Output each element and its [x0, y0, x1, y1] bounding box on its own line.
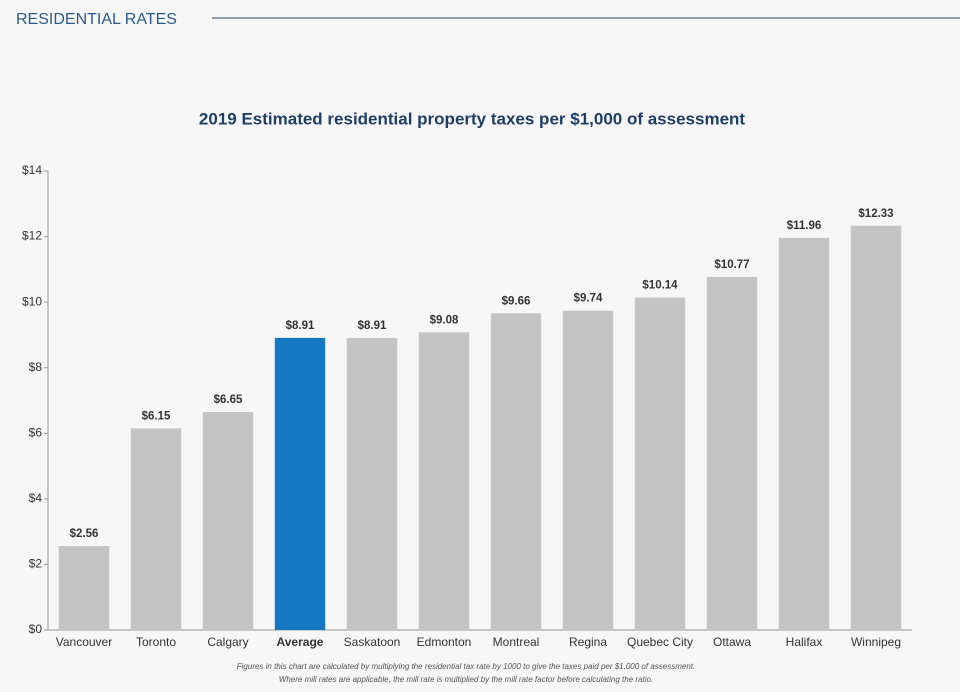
value-label: $8.91: [286, 320, 315, 332]
footnote: Figures in this chart are calculated by …: [237, 662, 695, 671]
value-label: $9.66: [502, 295, 531, 307]
x-tick-label: Winnipeg: [851, 635, 901, 649]
chart-title: 2019 Estimated residential property taxe…: [199, 109, 745, 128]
value-label: $8.91: [358, 320, 387, 332]
value-label: $10.14: [642, 280, 678, 292]
value-label: $10.77: [714, 259, 749, 271]
y-tick-label: $12: [22, 229, 42, 243]
bar: [274, 337, 326, 630]
y-tick-label: $0: [29, 622, 43, 636]
value-label: $12.33: [858, 208, 893, 220]
x-tick-label: Average: [277, 635, 324, 649]
value-label: $9.08: [430, 314, 459, 326]
y-tick-label: $6: [29, 425, 43, 439]
y-tick-label: $2: [29, 557, 43, 571]
bar: [706, 276, 758, 630]
x-tick-label: Montreal: [493, 635, 540, 649]
section-header: RESIDENTIAL RATES: [16, 11, 177, 28]
bar: [490, 313, 542, 630]
x-tick-label: Calgary: [207, 635, 248, 649]
bar: [418, 332, 470, 630]
x-tick-label: Ottawa: [713, 635, 751, 649]
bar: [778, 237, 830, 630]
value-label: $6.15: [142, 410, 171, 422]
x-tick-label: Edmonton: [417, 635, 472, 649]
y-tick-label: $14: [22, 163, 42, 177]
bar: [202, 411, 254, 630]
value-label: $11.96: [787, 220, 822, 232]
bar: [562, 310, 614, 630]
y-tick-label: $4: [29, 491, 43, 505]
bar: [346, 337, 398, 630]
x-tick-label: Regina: [569, 635, 607, 649]
y-tick-label: $10: [22, 294, 42, 308]
x-tick-label: Vancouver: [56, 635, 112, 649]
x-tick-label: Halifax: [786, 635, 823, 649]
x-tick-label: Toronto: [136, 635, 176, 649]
x-tick-label: Saskatoon: [344, 635, 401, 649]
bar: [130, 428, 182, 630]
y-tick-label: $8: [29, 360, 43, 374]
bar: [634, 297, 686, 630]
value-label: $6.65: [214, 394, 243, 406]
footnote: Where mill rates are applicable, the mil…: [279, 675, 653, 684]
x-tick-label: Quebec City: [627, 635, 693, 649]
value-label: $9.74: [574, 293, 603, 305]
bar: [58, 546, 110, 630]
value-label: $2.56: [70, 528, 99, 540]
bar: [850, 225, 902, 630]
